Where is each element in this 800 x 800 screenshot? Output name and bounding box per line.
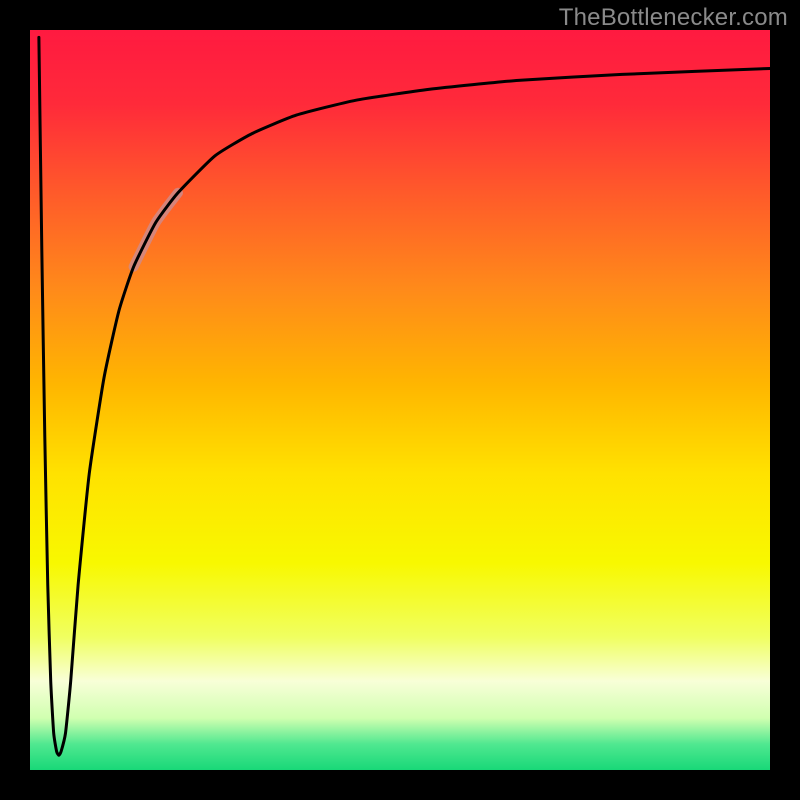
- watermark-text: TheBottlenecker.com: [559, 4, 788, 32]
- chart-frame: TheBottlenecker.com: [0, 0, 800, 800]
- plot-axes-border: [0, 0, 800, 800]
